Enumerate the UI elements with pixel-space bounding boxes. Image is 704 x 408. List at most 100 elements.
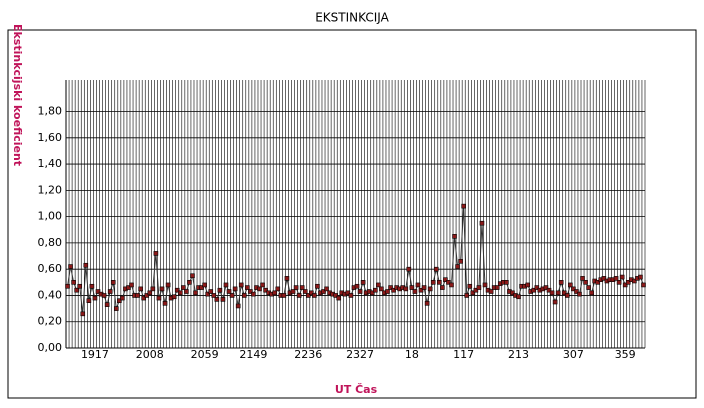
data-point bbox=[208, 289, 214, 294]
data-point bbox=[101, 293, 107, 298]
data-point bbox=[138, 286, 143, 292]
data-point bbox=[281, 293, 287, 298]
data-point bbox=[622, 282, 628, 288]
x-tick-label: 117 bbox=[453, 348, 474, 361]
data-point bbox=[534, 285, 540, 290]
data-point bbox=[229, 293, 235, 298]
y-tick-label: 0,00 bbox=[38, 341, 63, 354]
data-point bbox=[360, 280, 366, 285]
data-point bbox=[552, 299, 558, 305]
y-tick-label: 0,60 bbox=[38, 262, 63, 275]
data-point bbox=[309, 290, 314, 296]
y-tick-label: 0,40 bbox=[38, 288, 63, 301]
data-point bbox=[184, 289, 189, 294]
data-point bbox=[232, 286, 238, 292]
data-point bbox=[74, 287, 79, 293]
data-point bbox=[126, 285, 131, 290]
data-point bbox=[95, 289, 101, 294]
data-point bbox=[385, 289, 390, 294]
x-tick-label: 359 bbox=[615, 348, 636, 361]
data-point bbox=[348, 293, 354, 298]
data-point bbox=[504, 280, 509, 285]
data-point bbox=[299, 285, 305, 290]
data-point bbox=[113, 306, 119, 311]
data-point bbox=[177, 290, 183, 296]
data-point bbox=[217, 287, 223, 293]
data-point bbox=[315, 283, 320, 289]
data-point bbox=[190, 273, 195, 279]
data-point bbox=[245, 285, 250, 290]
data-point bbox=[379, 286, 384, 292]
data-point bbox=[129, 282, 134, 288]
data-point bbox=[546, 287, 552, 293]
data-point bbox=[415, 282, 421, 288]
data-point bbox=[403, 286, 409, 292]
data-point bbox=[162, 301, 168, 306]
data-point bbox=[449, 282, 454, 288]
data-point bbox=[92, 295, 98, 301]
data-point bbox=[586, 285, 591, 290]
data-point bbox=[391, 287, 396, 293]
data-point bbox=[406, 266, 412, 272]
data-point bbox=[174, 287, 180, 293]
data-point bbox=[613, 276, 619, 281]
data-point bbox=[153, 251, 159, 256]
x-axis-label: UT Čas bbox=[335, 383, 378, 396]
data-point bbox=[199, 285, 204, 290]
data-point bbox=[369, 290, 375, 296]
data-point bbox=[516, 294, 521, 300]
data-point bbox=[290, 289, 296, 294]
data-point bbox=[293, 285, 299, 290]
chart-frame bbox=[7, 29, 697, 399]
data-point bbox=[141, 295, 147, 301]
data-point bbox=[531, 287, 537, 293]
data-point bbox=[238, 282, 244, 288]
data-point bbox=[510, 290, 515, 296]
data-point bbox=[248, 289, 253, 294]
data-point bbox=[305, 293, 311, 298]
data-point bbox=[104, 302, 110, 307]
data-point bbox=[373, 287, 378, 293]
data-point bbox=[241, 293, 247, 298]
y-tick-label: 1,20 bbox=[38, 183, 63, 196]
x-tick-label: 2059 bbox=[191, 348, 219, 361]
data-point bbox=[181, 285, 186, 290]
data-point bbox=[80, 311, 86, 317]
data-point bbox=[107, 289, 113, 294]
data-point bbox=[77, 283, 83, 289]
data-point bbox=[476, 285, 482, 290]
y-tick-label: 0,80 bbox=[38, 236, 63, 249]
data-point bbox=[564, 293, 570, 298]
data-point bbox=[357, 289, 363, 294]
data-point bbox=[312, 293, 317, 298]
data-point bbox=[580, 276, 585, 281]
data-point bbox=[571, 286, 576, 292]
data-point bbox=[440, 285, 445, 290]
y-tick-label: 1,40 bbox=[38, 157, 63, 170]
data-point bbox=[561, 290, 567, 296]
data-point bbox=[156, 295, 162, 301]
data-point bbox=[443, 277, 448, 282]
data-point bbox=[110, 280, 116, 285]
data-point bbox=[257, 286, 262, 292]
data-point bbox=[65, 283, 70, 289]
y-axis-label: Ekstinkcijski koeficient bbox=[11, 24, 24, 166]
data-point bbox=[296, 293, 302, 298]
data-point bbox=[86, 298, 92, 304]
data-point bbox=[147, 290, 153, 296]
data-point bbox=[464, 293, 470, 298]
data-point bbox=[568, 282, 573, 288]
data-point bbox=[418, 287, 424, 293]
data-point bbox=[117, 298, 122, 304]
x-tick-label: 18 bbox=[405, 348, 419, 361]
x-tick-label: 2008 bbox=[136, 348, 164, 361]
data-point bbox=[482, 282, 488, 288]
data-point bbox=[263, 287, 268, 293]
data-point bbox=[470, 290, 476, 296]
y-tick-label: 0,20 bbox=[38, 315, 63, 328]
data-point bbox=[641, 282, 646, 288]
data-point bbox=[479, 220, 485, 226]
data-point bbox=[89, 283, 95, 289]
x-tick-label: 307 bbox=[563, 348, 584, 361]
x-tick-label: 1917 bbox=[81, 348, 109, 361]
